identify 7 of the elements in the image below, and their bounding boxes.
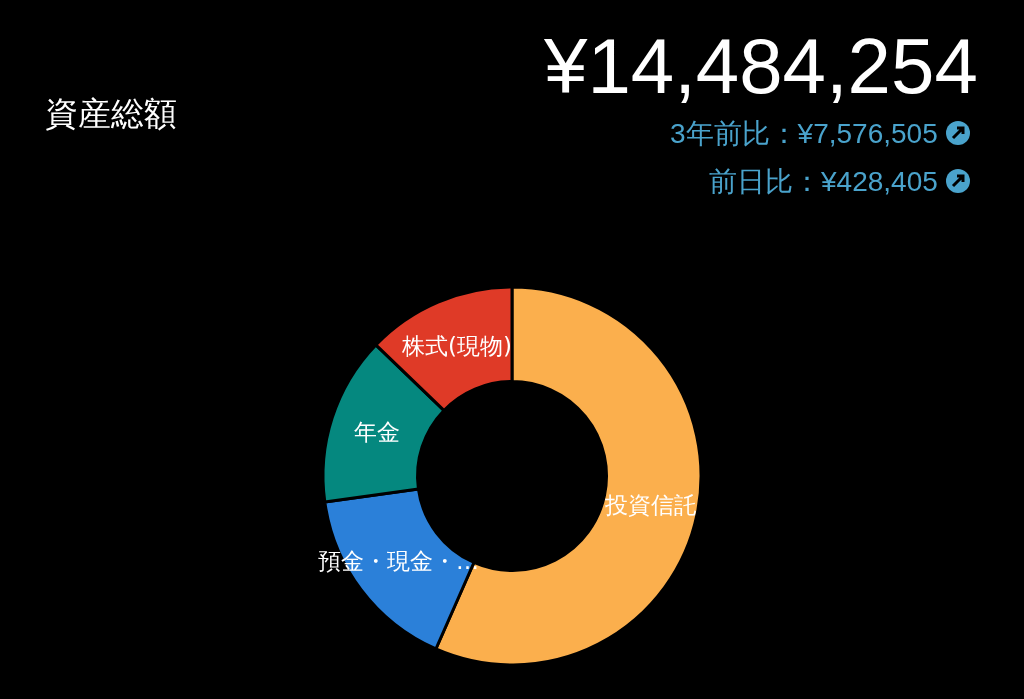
text: ¥14,484,254: [543, 22, 978, 110]
text: 前日比：¥428,405: [709, 166, 938, 197]
chart-title: 資産総額: [45, 93, 177, 133]
text: 3年前比：¥7,576,505: [670, 118, 938, 149]
slice-label: 年金: [354, 419, 400, 445]
slice-label: 投資信託: [604, 492, 697, 518]
slice-label: 株式(現物): [401, 333, 512, 359]
